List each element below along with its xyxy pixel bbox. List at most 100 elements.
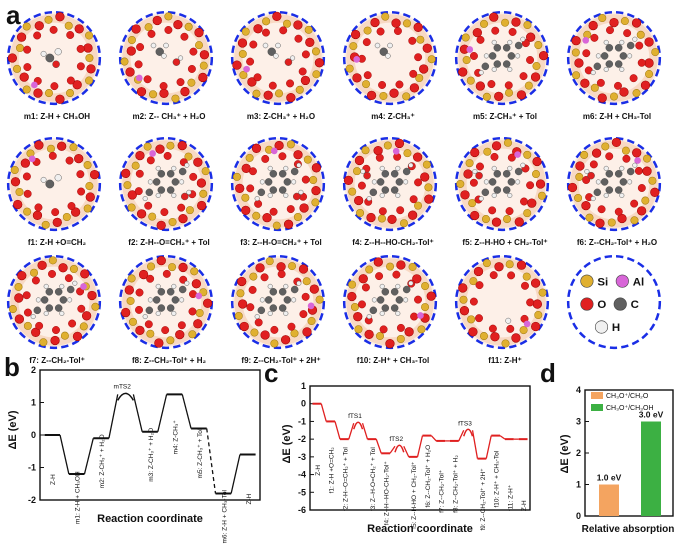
panel-c-letter: c xyxy=(264,358,279,388)
chart-c-connector xyxy=(471,430,479,459)
chart-b-ytick: -2 xyxy=(28,495,36,505)
structure-caption: f6: Z--CH₂-Tol⁺ + H₂O xyxy=(576,238,658,247)
structure-caption: f5: Z--H-HO + CH₂-Tol⁺ xyxy=(462,238,548,247)
structure-caption: f3: Z--H-O=CH₂⁺ + Tol xyxy=(240,238,322,247)
structure-f8: f8: Z--CH₂-Tol⁺ + H₂ xyxy=(112,252,226,376)
chart-d-axes: 0 1 2 3 4 xyxy=(576,385,674,521)
legend-swatch-si xyxy=(580,274,594,288)
chart-b-ytick: -1 xyxy=(28,463,36,473)
structure-f6: f6: Z--CH₂-Tol⁺ + H₂O xyxy=(560,134,674,258)
chart-c-connector xyxy=(320,403,327,422)
chart-b-point-label: m6: Z-H + CH₃-Tol xyxy=(221,490,228,544)
structure-m6: m6: Z-H + CH₃-Tol xyxy=(560,8,674,132)
zeolite-pore-m3 xyxy=(230,10,326,106)
chart-c-point-label: Z-H xyxy=(315,465,322,476)
structure-caption: f10: Z-H⁺ + CH₃-Tol xyxy=(356,356,430,365)
chart-c-connector xyxy=(430,435,437,442)
chart-c-ytick: -2 xyxy=(298,434,306,444)
structure-caption: f8: Z--CH₂-Tol⁺ + H₂ xyxy=(131,356,207,365)
zeolite-pore-f5 xyxy=(454,136,550,232)
structure-m3: m3: Z-CH₃⁺ + H₂O xyxy=(224,8,338,132)
chart-c-ylabel: ΔE (eV) xyxy=(281,424,293,463)
structure-m4: m4: Z-CH₃⁺ xyxy=(336,8,450,132)
structure-m1: m1: Z-H + CH₃OH xyxy=(0,8,114,132)
chart-b-axes: -2 -1 0 1 2 xyxy=(28,365,261,505)
chart-d-ytick: 0 xyxy=(576,511,581,521)
legend-label-c: C xyxy=(631,299,639,311)
structure-f11: f11: Z-H⁺ xyxy=(448,252,562,376)
panel-a-letter: a xyxy=(6,0,21,30)
chart-c-point-label: fTS3 xyxy=(458,420,472,427)
chart-b-point-label: m2: Z-CH₃⁺ + H₂O xyxy=(99,434,106,488)
chart-c-point-label: f3: Z--H-O=CH₂⁺ + Tol xyxy=(370,447,377,512)
structure-f9: f9: Z--CH₂-Tol⁺ + 2H⁺ xyxy=(224,252,338,376)
chart-b-connector xyxy=(83,438,94,475)
zeolite-pore-f1 xyxy=(6,136,102,232)
zeolite-pore-f11 xyxy=(454,254,550,350)
structure-caption: m1: Z-H + CH₃OH xyxy=(23,112,91,121)
chart-c-point-label: f8: Z--CH₂-Tol⁺ + H₂ xyxy=(452,455,459,513)
zeolite-pore-m1 xyxy=(6,10,102,106)
chart-b-connector xyxy=(157,394,168,432)
chart-c-axes: -6 -5 -4 -3 -2 -1 0 1 xyxy=(298,381,531,515)
chart-d-ylabel: ΔE (eV) xyxy=(559,434,571,473)
chart-c-point-label: f5: Z--H-HO + CH₂-Tol⁺ xyxy=(411,461,418,529)
legend-swatch-o xyxy=(580,297,594,311)
legend-swatch-al xyxy=(615,274,629,288)
chart-b-connector xyxy=(108,394,119,439)
chart-c-ytick: 1 xyxy=(301,381,306,391)
chart-b-ts xyxy=(117,392,135,401)
chart-d-legend-label: CH₃O⁺/CH₂O xyxy=(606,393,649,400)
zeolite-pore-f3 xyxy=(230,136,326,232)
zeolite-pore-f10 xyxy=(342,254,438,350)
chart-d-bar xyxy=(599,484,619,516)
legend-swatch-h xyxy=(594,320,609,334)
legend-label-si: Si xyxy=(597,276,608,288)
chart-b-point-label: m3: Z-CH₃⁺ + H₂O xyxy=(148,428,155,482)
chart-c-point-label: f6: Z--CH₂-Tol⁺ + H₂O xyxy=(425,445,432,508)
chart-c-xlabel: Reaction coordinate xyxy=(367,523,473,535)
chart-c-connector xyxy=(499,435,506,440)
chart-b-connector xyxy=(181,394,192,429)
chart-c-connector xyxy=(458,430,465,442)
chart-d-bar xyxy=(641,421,661,516)
chart-c-ytick: -5 xyxy=(298,487,306,497)
chart-b-point-label: m4: Z-CH₃⁺ xyxy=(172,420,179,455)
chart-c-point-label: f7: Z--CH₂-Tol⁺ xyxy=(439,469,446,513)
chart-c-point-label: fTS2 xyxy=(389,436,403,443)
structure-caption: m6: Z-H + CH₃-Tol xyxy=(582,112,652,121)
chart-c-ytick: -4 xyxy=(298,470,306,480)
structure-f10: f10: Z-H⁺ + CH₃-Tol xyxy=(336,252,450,376)
zeolite-pore-f4 xyxy=(342,136,438,232)
structure-caption: f11: Z-H⁺ xyxy=(488,356,522,365)
chart-d-ytick: 1 xyxy=(576,480,581,490)
legend-label-o: O xyxy=(597,299,606,311)
legend-swatch-c xyxy=(613,297,627,311)
chart-b-ytick: 2 xyxy=(31,365,36,375)
chart-b-connector xyxy=(59,434,70,475)
panel-b-letter: b xyxy=(4,352,20,382)
chart-d-legend-swatch xyxy=(591,404,603,411)
zeolite-pore-m6 xyxy=(566,10,662,106)
zeolite-pore-m2 xyxy=(118,10,214,106)
chart-d-legend-label: CH₃O⁺/CH₃OH xyxy=(606,405,654,412)
chart-b-ytick: 0 xyxy=(31,430,36,440)
legend-label-al: Al xyxy=(633,276,644,288)
structure-f5: f5: Z--H-HO + CH₂-Tol⁺ xyxy=(448,134,562,258)
chart-b-point-label: m1: Z-H + CH₃OH xyxy=(75,471,82,524)
chart-d-bar-label: 1.0 eV xyxy=(597,473,622,483)
element-legend: Si Al O C H xyxy=(560,252,674,376)
chart-c-connector xyxy=(375,438,382,454)
zeolite-pore-m4 xyxy=(342,10,438,106)
chart-d-ytick: 4 xyxy=(576,385,581,395)
chart-c-ytick: -1 xyxy=(298,416,306,426)
structure-caption: f7: Z--CH₂-Tol⁺ xyxy=(29,356,85,365)
zeolite-pore-f7 xyxy=(6,254,102,350)
chart-b-ylabel: ΔE (eV) xyxy=(7,410,19,449)
chart-c-connector xyxy=(361,423,369,440)
chart-b-point-label: mTS2 xyxy=(114,383,132,390)
structure-caption: f4: Z--H--HO-CH₂-Tol⁺ xyxy=(352,238,434,247)
zeolite-pore-m5 xyxy=(454,10,550,106)
